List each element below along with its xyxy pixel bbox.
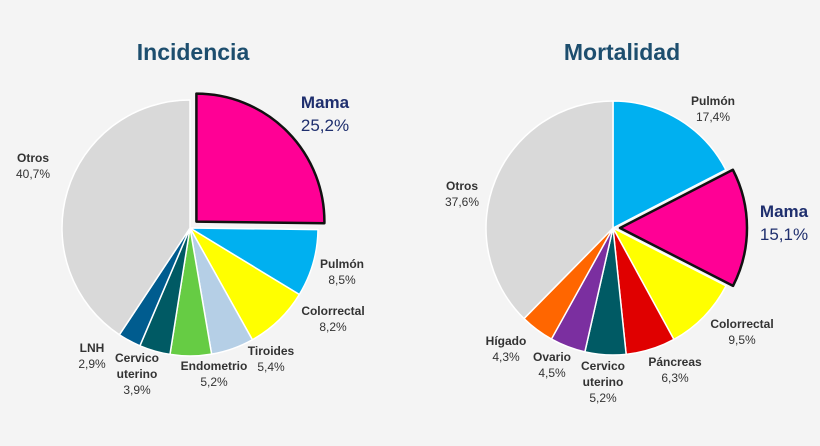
- label-name: Cervico: [581, 359, 625, 373]
- chart-title: Mortalidad: [564, 39, 680, 65]
- label-value: 5,4%: [257, 360, 285, 374]
- label-name: Endometrio: [181, 359, 248, 373]
- label-name: Cervico: [115, 351, 159, 365]
- label-name: Otros: [17, 151, 49, 165]
- label-value: 15,1%: [760, 225, 808, 244]
- data-label: Otros 37,6%: [445, 179, 479, 209]
- label-value: 9,5%: [728, 333, 756, 347]
- label-value: 5,2%: [589, 391, 617, 405]
- label-name: uterino: [583, 375, 624, 389]
- data-label: Páncreas 6,3%: [648, 355, 702, 385]
- label-name: Páncreas: [648, 355, 702, 369]
- data-label: Hígado 4,3%: [486, 334, 527, 364]
- label-value: 6,3%: [661, 371, 689, 385]
- data-label: Colorrectal 8,2%: [301, 304, 364, 334]
- label-name: Mama: [301, 93, 350, 112]
- data-label: Mama 15,1%: [760, 202, 809, 244]
- data-label: Cervico uterino 3,9%: [115, 351, 159, 397]
- label-value: 2,9%: [78, 357, 106, 371]
- label-name: uterino: [117, 367, 158, 381]
- pie-slice-colorrectal: [612, 227, 727, 341]
- label-value: 40,7%: [16, 167, 50, 181]
- data-label: Colorrectal 9,5%: [710, 317, 773, 347]
- label-value: 25,2%: [301, 116, 349, 135]
- pie-chart-1: Incidencia Mama 25,2% Pulmón 8,5% Colorrectal…: [16, 39, 365, 397]
- label-name: Hígado: [486, 334, 527, 348]
- label-value: 5,2%: [200, 375, 228, 389]
- label-name: Mama: [760, 202, 809, 221]
- label-name: Pulmón: [691, 94, 735, 108]
- label-value: 8,5%: [328, 273, 356, 287]
- data-label: Otros 40,7%: [16, 151, 50, 181]
- pie-chart-2: Mortalidad Pulmón 17,4% Mama 15,1% Colorrecta…: [445, 39, 809, 405]
- label-name: Otros: [446, 179, 478, 193]
- data-label: Mama 25,2%: [301, 93, 350, 135]
- data-label: Endometrio 5,2%: [181, 359, 248, 389]
- label-name: Colorrectal: [301, 304, 364, 318]
- chart-title: Incidencia: [137, 39, 250, 65]
- label-name: LNH: [80, 341, 105, 355]
- data-label: Pulmón 8,5%: [320, 257, 364, 287]
- data-label: LNH 2,9%: [78, 341, 106, 371]
- pie-slice-mama: [618, 168, 749, 288]
- label-value: 8,2%: [319, 320, 347, 334]
- label-name: Colorrectal: [710, 317, 773, 331]
- label-value: 17,4%: [696, 110, 730, 124]
- data-label: Pulmón 17,4%: [691, 94, 735, 124]
- data-label: Cervico uterino 5,2%: [581, 359, 625, 405]
- label-name: Tiroides: [248, 344, 295, 358]
- label-value: 4,3%: [492, 350, 520, 364]
- label-name: Ovario: [533, 350, 571, 364]
- pie-slice-pulmón: [612, 100, 727, 229]
- pie-slice-otros: [485, 100, 614, 320]
- pie-slice-mama: [195, 92, 326, 225]
- label-value: 37,6%: [445, 195, 479, 209]
- data-label: Ovario 4,5%: [533, 350, 571, 380]
- data-label: Tiroides 5,4%: [248, 344, 295, 374]
- label-value: 4,5%: [538, 366, 566, 380]
- pie-slice-otros: [61, 99, 191, 336]
- label-value: 3,9%: [123, 383, 151, 397]
- label-name: Pulmón: [320, 257, 364, 271]
